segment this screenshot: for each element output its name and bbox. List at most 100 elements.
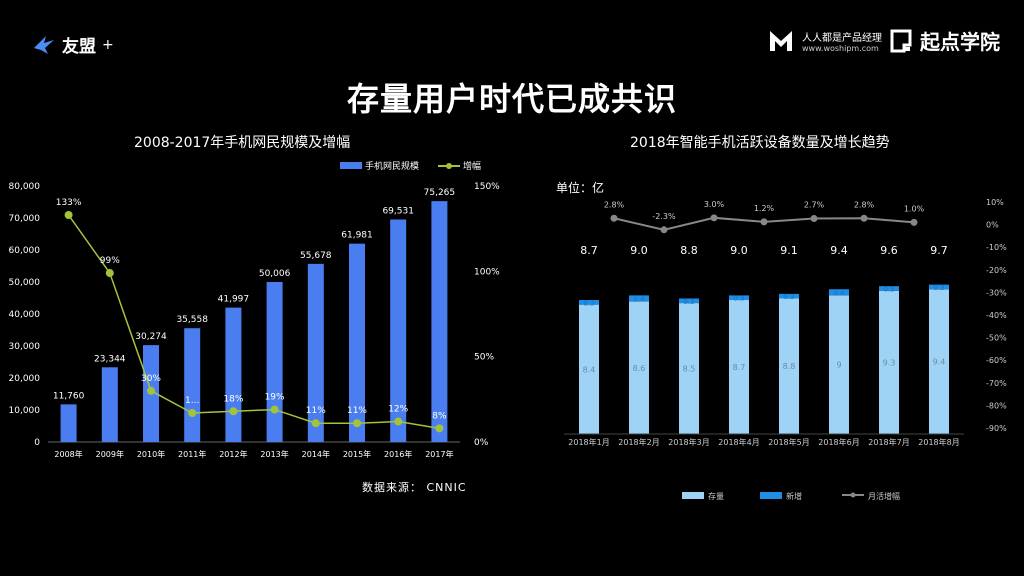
- bar-value-label: 41,997: [218, 295, 250, 305]
- bar: [60, 404, 77, 442]
- y-tick-label: 30,000: [9, 342, 41, 352]
- growth-line: [67, 214, 440, 430]
- stock-bar: [929, 289, 949, 434]
- x-tick-label: 2015年: [343, 449, 371, 459]
- bar: [266, 281, 283, 442]
- x-tick-label: 2018年4月: [718, 437, 759, 447]
- brand-right-big: 起点学院: [920, 30, 1000, 54]
- new-value-label: 0.4: [833, 289, 845, 297]
- x-tick-label: 2018年7月: [868, 437, 909, 447]
- bar: [225, 307, 242, 442]
- growth-label: 99%: [100, 256, 120, 266]
- y-tick-label: 60,000: [9, 246, 41, 256]
- stock-bar: [829, 295, 849, 434]
- brand-left: 友盟: [62, 37, 96, 57]
- growth-point: [188, 408, 197, 417]
- y2-tick-label: -60%: [986, 356, 1007, 365]
- growth-label: 30%: [141, 374, 161, 384]
- y-tick-label: 0: [34, 438, 40, 448]
- legend-growth-label: 月活增幅: [868, 491, 900, 501]
- x-tick-label: 2008年: [54, 449, 82, 459]
- growth-label: 11%: [306, 406, 326, 416]
- unit-label: 单位：亿: [556, 180, 604, 195]
- stock-value-label: 9.4: [933, 358, 946, 367]
- bar-value-label: 30,274: [135, 332, 167, 342]
- growth-point: [105, 269, 114, 278]
- new-bar: [929, 284, 949, 290]
- x-tick-label: 2010年: [137, 449, 165, 459]
- total-label: 9.0: [630, 244, 648, 257]
- monthly-growth-point: [610, 214, 618, 222]
- right-chart-title: 2018年智能手机活跃设备数量及增长趋势: [630, 135, 890, 151]
- monthly-growth-point: [710, 214, 718, 222]
- x-tick-label: 2012年: [219, 449, 247, 459]
- growth-label: 8%: [432, 411, 447, 421]
- growth-label: 12%: [388, 405, 408, 415]
- new-bar: [679, 298, 699, 304]
- new-bar: [779, 293, 799, 299]
- new-value-label: 0.3: [583, 299, 594, 307]
- y-tick-label: 50,000: [9, 278, 41, 288]
- x-tick-label: 2018年3月: [668, 437, 709, 447]
- y-tick-label: 70,000: [9, 214, 41, 224]
- growth-point: [311, 419, 320, 428]
- bar-value-label: 35,558: [176, 315, 208, 325]
- y2-tick-label: -80%: [986, 401, 1007, 410]
- x-tick-label: 2014年: [302, 449, 330, 459]
- growth-point: [435, 424, 444, 433]
- stock-value-label: 9: [836, 361, 841, 370]
- y2-tick-label: -90%: [986, 424, 1007, 433]
- y-tick-label: 10,000: [9, 406, 41, 416]
- umeng-logo: 友盟 +: [32, 32, 114, 57]
- x-tick-label: 2018年6月: [818, 437, 859, 447]
- y2-tick-label: -70%: [986, 379, 1007, 388]
- bar-value-label: 55,678: [300, 251, 332, 261]
- new-bar: [829, 289, 849, 296]
- mobile-netizen-chart: 手机网民规模 增幅 0 10,000 20,000 30,000 40,000 50,000 6…: [9, 160, 501, 459]
- stock-bar: [629, 301, 649, 434]
- growth-label: 11%: [347, 406, 367, 416]
- growth-label: 18%: [223, 394, 243, 404]
- monthly-growth-point: [810, 214, 818, 222]
- stock-value-label: 8.4: [583, 365, 596, 374]
- bar: [307, 263, 324, 442]
- monthly-growth-point: [860, 214, 868, 222]
- growth-point: [353, 419, 361, 428]
- x-tick-label: 2011年: [178, 449, 206, 459]
- x-tick-label: 2018年2月: [618, 437, 659, 447]
- new-value-label: 0.3: [733, 295, 744, 303]
- y2-tick-label: 0%: [474, 438, 489, 448]
- main-title: 存量用户时代已成共识: [346, 80, 677, 118]
- y-tick-label: 40,000: [9, 310, 41, 320]
- brand-left-plus: +: [102, 36, 114, 53]
- bar: [101, 367, 118, 442]
- stock-value-label: 8.7: [733, 363, 746, 372]
- monthly-growth-point: [660, 226, 668, 234]
- stock-value-label: 8.6: [633, 364, 646, 373]
- bar: [349, 243, 365, 442]
- total-label: 8.7: [580, 244, 598, 257]
- legend-stock-label: 存量: [708, 491, 724, 501]
- monthly-growth-label: 3.0%: [704, 200, 725, 209]
- bar-value-label: 23,344: [94, 354, 126, 364]
- total-label: 9.0: [730, 244, 748, 257]
- stock-value-label: 9.3: [883, 358, 896, 367]
- y2-tick-label: 100%: [474, 267, 500, 277]
- x-tick-label: 2016年: [384, 449, 412, 459]
- stock-bar: [579, 304, 599, 434]
- x-tick-label: 2018年5月: [768, 437, 809, 447]
- x-tick-label: 2017年: [425, 449, 453, 459]
- new-bar: [579, 300, 599, 305]
- qidian-icon: [890, 29, 912, 52]
- stock-value-label: 8.8: [783, 362, 796, 371]
- y2-tick-label: -50%: [986, 334, 1007, 343]
- source-note: 数据来源： CNNIC: [362, 481, 467, 494]
- x-tick-label: 2018年8月: [918, 437, 959, 447]
- brand-right-line1: 人人都是产品经理: [802, 32, 882, 44]
- total-label: 9.4: [830, 244, 848, 257]
- umeng-bird-icon: [34, 35, 54, 54]
- y2-tick-label: 150%: [474, 182, 500, 192]
- growth-point: [147, 386, 155, 395]
- bar: [390, 219, 407, 442]
- growth-point: [270, 405, 279, 414]
